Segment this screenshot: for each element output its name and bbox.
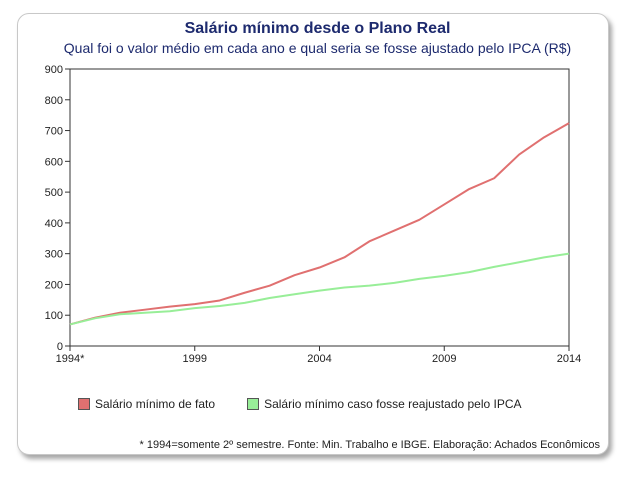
y-tick-label: 800 xyxy=(45,95,63,107)
y-tick-label: 500 xyxy=(45,187,63,199)
series-line-actual xyxy=(69,122,570,326)
chart-subtitle: Qual foi o valor médio em cada ano e qua… xyxy=(63,40,572,56)
y-axis: 0 100 200 300 400 500 600 700 800 900 xyxy=(45,64,70,353)
y-tick-label: 0 xyxy=(57,341,63,353)
x-tick-label: 2014 xyxy=(557,353,581,365)
legend-item-actual: Salário mínimo de fato xyxy=(78,397,215,411)
y-tick-label: 900 xyxy=(45,64,63,76)
legend-item-ipca: Salário mínimo caso fosse reajustado pel… xyxy=(247,397,522,411)
footnote: * 1994=somente 2º semestre. Fonte: Min. … xyxy=(139,439,600,451)
series-layer xyxy=(69,122,570,326)
legend: Salário mínimo de fato Salário mínimo ca… xyxy=(78,397,522,411)
series-line-ipca xyxy=(69,252,570,326)
legend-label-actual: Salário mínimo de fato xyxy=(95,397,216,411)
y-tick-label: 400 xyxy=(45,218,63,230)
x-tick-label: 1994* xyxy=(56,353,85,365)
y-tick-label: 600 xyxy=(45,156,63,168)
x-axis: 1994* 1999 2004 2009 2014 xyxy=(56,346,581,365)
x-tick-label: 2004 xyxy=(307,353,331,365)
y-tick-label: 300 xyxy=(45,249,63,261)
plot-area xyxy=(69,68,570,347)
legend-swatch-actual xyxy=(78,398,90,410)
chart-title: Salário mínimo desde o Plano Real xyxy=(184,20,451,37)
y-tick-label: 100 xyxy=(45,310,63,322)
x-tick-label: 1999 xyxy=(183,353,207,365)
y-tick-label: 700 xyxy=(45,126,63,138)
legend-label-ipca: Salário mínimo caso fosse reajustado pel… xyxy=(264,397,522,411)
x-tick-label: 2009 xyxy=(432,353,456,365)
legend-swatch-ipca xyxy=(247,398,260,410)
chart-frame xyxy=(17,13,609,455)
y-tick-label: 200 xyxy=(45,279,63,291)
